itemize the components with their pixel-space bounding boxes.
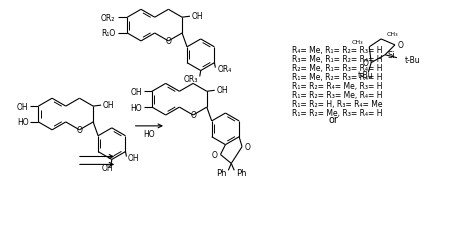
Text: R₁= Me, R₂= R₃= R₄= H: R₁= Me, R₂= R₃= R₄= H	[292, 73, 383, 82]
Text: R₁O: R₁O	[101, 29, 115, 38]
Text: Ph: Ph	[236, 168, 247, 177]
Text: HO: HO	[17, 118, 29, 127]
Text: OH: OH	[192, 12, 203, 21]
Text: O: O	[190, 111, 196, 120]
Text: HO: HO	[144, 130, 155, 139]
Text: or: or	[329, 114, 339, 125]
Text: R₂= Me, R₁= R₃= R₄= H: R₂= Me, R₁= R₃= R₄= H	[292, 64, 383, 73]
Text: O: O	[165, 37, 172, 46]
Text: O: O	[245, 143, 251, 152]
Text: CH₃: CH₃	[387, 32, 399, 37]
Text: OH: OH	[102, 163, 114, 172]
Text: O: O	[398, 41, 404, 50]
Text: t-Bu: t-Bu	[357, 71, 373, 80]
Text: R₁= R₂= R₄= Me, R₃= H: R₁= R₂= R₄= Me, R₃= H	[292, 82, 383, 91]
Text: R₁= R₂= Me, R₃= R₄= H: R₁= R₂= Me, R₃= R₄= H	[292, 108, 383, 117]
Text: OH: OH	[131, 87, 142, 96]
Text: OH: OH	[17, 102, 29, 111]
Text: O: O	[362, 59, 368, 68]
Text: R₁= R₂= H, R₃= R₄= Me: R₁= R₂= H, R₃= R₄= Me	[292, 99, 383, 108]
Text: R₃= Me, R₁= R₂= R₄= H: R₃= Me, R₁= R₂= R₄= H	[292, 55, 383, 64]
Text: OR₂: OR₂	[101, 14, 115, 23]
Text: O: O	[76, 126, 83, 135]
Text: Si: Si	[387, 51, 395, 60]
Text: OR₄: OR₄	[217, 65, 232, 74]
Text: OH: OH	[103, 100, 114, 109]
Text: Ph: Ph	[216, 168, 226, 177]
Text: OH: OH	[217, 85, 228, 94]
Text: OR₃: OR₃	[183, 75, 198, 84]
Text: t-Bu: t-Bu	[405, 56, 420, 65]
Text: R₁= R₂= R₃= Me, R₄= H: R₁= R₂= R₃= Me, R₄= H	[292, 90, 383, 99]
Text: CH₃: CH₃	[352, 40, 363, 45]
Text: HO: HO	[131, 103, 142, 112]
Text: R₄= Me, R₁= R₂= R₃= H: R₄= Me, R₁= R₂= R₃= H	[292, 46, 383, 55]
Text: O: O	[211, 150, 217, 159]
Text: OH: OH	[128, 153, 139, 162]
